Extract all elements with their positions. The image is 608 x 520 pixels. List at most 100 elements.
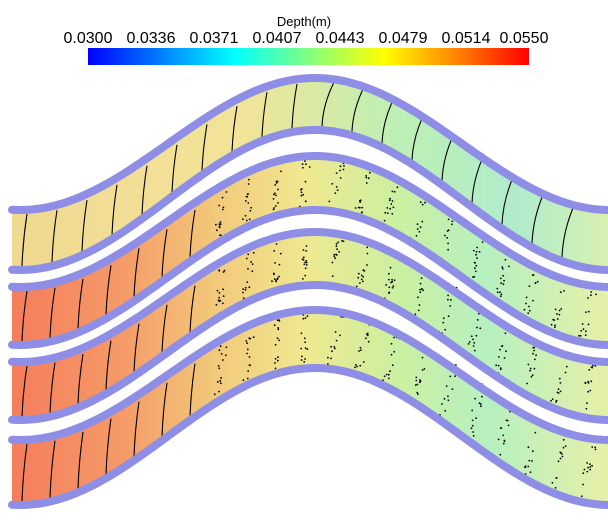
wave-front-line bbox=[141, 165, 148, 215]
particle-dot bbox=[366, 252, 369, 255]
particle-dot bbox=[414, 384, 417, 386]
particle-dot bbox=[446, 236, 449, 239]
particle-dot bbox=[331, 350, 333, 353]
particle-dot bbox=[533, 346, 536, 349]
particle-dot bbox=[222, 288, 225, 291]
particle-dot bbox=[585, 311, 587, 313]
particle-dot bbox=[451, 220, 454, 223]
particle-dot bbox=[342, 240, 345, 243]
wave-front-line bbox=[201, 124, 208, 171]
particle-dot bbox=[274, 205, 277, 207]
particle-dot bbox=[215, 223, 217, 226]
particle-dot bbox=[218, 292, 221, 294]
particle-dot bbox=[304, 180, 307, 183]
particle-dot bbox=[555, 399, 558, 402]
particle-dot bbox=[300, 194, 303, 197]
particle-dot bbox=[585, 407, 588, 410]
particle-dot bbox=[508, 265, 510, 268]
channel-3-bottom-wall bbox=[8, 281, 608, 425]
wave-front-line bbox=[21, 365, 28, 417]
particle-dot bbox=[525, 302, 527, 305]
particle-dot bbox=[221, 302, 224, 305]
particle-dot bbox=[278, 275, 280, 278]
particle-dot bbox=[362, 275, 365, 278]
particle-dot bbox=[218, 390, 220, 393]
particle-dot bbox=[419, 291, 422, 294]
particle-dot bbox=[424, 201, 426, 204]
particle-dot bbox=[245, 219, 248, 222]
particle-dot bbox=[273, 273, 275, 276]
particle-dot bbox=[447, 218, 450, 221]
particle-dot bbox=[302, 256, 305, 259]
particle-dot bbox=[304, 261, 307, 264]
particle-dot bbox=[389, 197, 391, 200]
particle-dot bbox=[580, 495, 583, 498]
particle-dot bbox=[358, 350, 360, 352]
particle-dot bbox=[391, 212, 394, 215]
particle-dot bbox=[473, 349, 476, 352]
particle-dot bbox=[276, 319, 279, 322]
particle-dot bbox=[275, 194, 277, 197]
particle-dot bbox=[562, 446, 565, 449]
particle-dot bbox=[388, 272, 390, 275]
particle-dot bbox=[496, 291, 499, 294]
particle-dot bbox=[388, 377, 390, 380]
particle-dot bbox=[393, 336, 395, 339]
wave-front-line bbox=[189, 209, 196, 258]
particle-dot bbox=[476, 326, 478, 329]
particle-dot bbox=[275, 182, 278, 184]
particle-dot bbox=[302, 193, 305, 196]
particle-dot bbox=[303, 361, 306, 363]
particle-dot bbox=[366, 246, 369, 249]
particle-dot bbox=[274, 343, 277, 346]
particle-dot bbox=[417, 393, 419, 395]
particle-dot bbox=[582, 472, 585, 475]
particle-dot bbox=[220, 377, 223, 379]
particle-dot bbox=[218, 367, 221, 370]
particle-dot bbox=[360, 349, 362, 351]
particle-dot bbox=[557, 460, 560, 463]
particle-dot bbox=[556, 318, 559, 320]
particle-dot bbox=[250, 261, 253, 263]
particle-dot bbox=[213, 393, 216, 396]
particle-dot bbox=[300, 191, 303, 194]
channel-4-top-wall bbox=[8, 306, 608, 445]
wave-front-line bbox=[51, 210, 58, 263]
particle-dot bbox=[554, 308, 557, 311]
particle-dot bbox=[360, 278, 363, 281]
particle-dot bbox=[359, 282, 361, 284]
colorbar-tick-6: 0.0514 bbox=[441, 30, 491, 47]
particle-dot bbox=[417, 309, 420, 312]
wave-front-line bbox=[105, 418, 112, 475]
particle-dot bbox=[338, 250, 340, 253]
particle-dot bbox=[445, 385, 448, 387]
particle-dot bbox=[223, 269, 226, 272]
particle-dot bbox=[244, 200, 247, 202]
particle-dot bbox=[388, 286, 391, 289]
particle-dot bbox=[359, 364, 362, 367]
particle-dot bbox=[246, 377, 249, 380]
wave-front-line bbox=[111, 184, 118, 236]
particle-dot bbox=[502, 434, 505, 437]
particle-dot bbox=[328, 200, 331, 203]
particle-dot bbox=[480, 405, 482, 408]
particle-dot bbox=[333, 347, 336, 350]
particle-dot bbox=[564, 371, 567, 374]
particle-dot bbox=[362, 280, 364, 283]
particle-dot bbox=[221, 208, 224, 211]
particle-dot bbox=[304, 200, 307, 203]
particle-dot bbox=[278, 339, 280, 342]
particle-dot bbox=[582, 328, 585, 331]
particle-dot bbox=[273, 324, 276, 327]
wave-front-line bbox=[49, 440, 56, 498]
wave-front-line bbox=[21, 443, 28, 502]
particle-dot bbox=[359, 346, 362, 349]
particle-dot bbox=[251, 263, 254, 265]
particle-dot bbox=[362, 361, 365, 363]
particle-dot bbox=[391, 286, 394, 289]
particle-dot bbox=[586, 462, 588, 464]
particle-dot bbox=[529, 369, 531, 372]
particle-dot bbox=[218, 223, 221, 226]
channel-1 bbox=[12, 78, 608, 270]
particle-dot bbox=[247, 183, 250, 185]
